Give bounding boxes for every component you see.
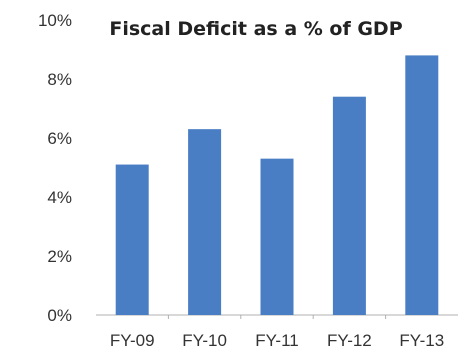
y-tick-label: 4% <box>47 188 72 207</box>
bar-fy-11 <box>260 158 294 315</box>
bar-fy-13 <box>405 55 439 316</box>
x-tick-label: FY-12 <box>327 331 372 350</box>
x-tick-label: FY-13 <box>399 331 444 350</box>
x-tick-label: FY-11 <box>255 331 298 350</box>
y-tick-label: 8% <box>47 70 72 89</box>
bars <box>115 55 439 316</box>
y-axis: 0% 2% 4% 6% 8% 10% <box>38 11 72 325</box>
y-tick-label: 2% <box>47 247 72 266</box>
y-tick-label: 0% <box>47 306 72 325</box>
y-tick-label: 10% <box>38 11 72 30</box>
x-tick-label: FY-09 <box>110 331 155 350</box>
bar-fy-09 <box>115 164 149 315</box>
y-tick-label: 6% <box>47 129 72 148</box>
x-axis: FY-09 FY-10 FY-11 FY-12 FY-13 <box>96 314 458 350</box>
chart-title: Fiscal Deficit as a % of GDP <box>109 18 402 40</box>
bar-fy-10 <box>188 129 222 315</box>
bar-fy-12 <box>332 96 366 315</box>
x-tick-label: FY-10 <box>182 331 227 350</box>
